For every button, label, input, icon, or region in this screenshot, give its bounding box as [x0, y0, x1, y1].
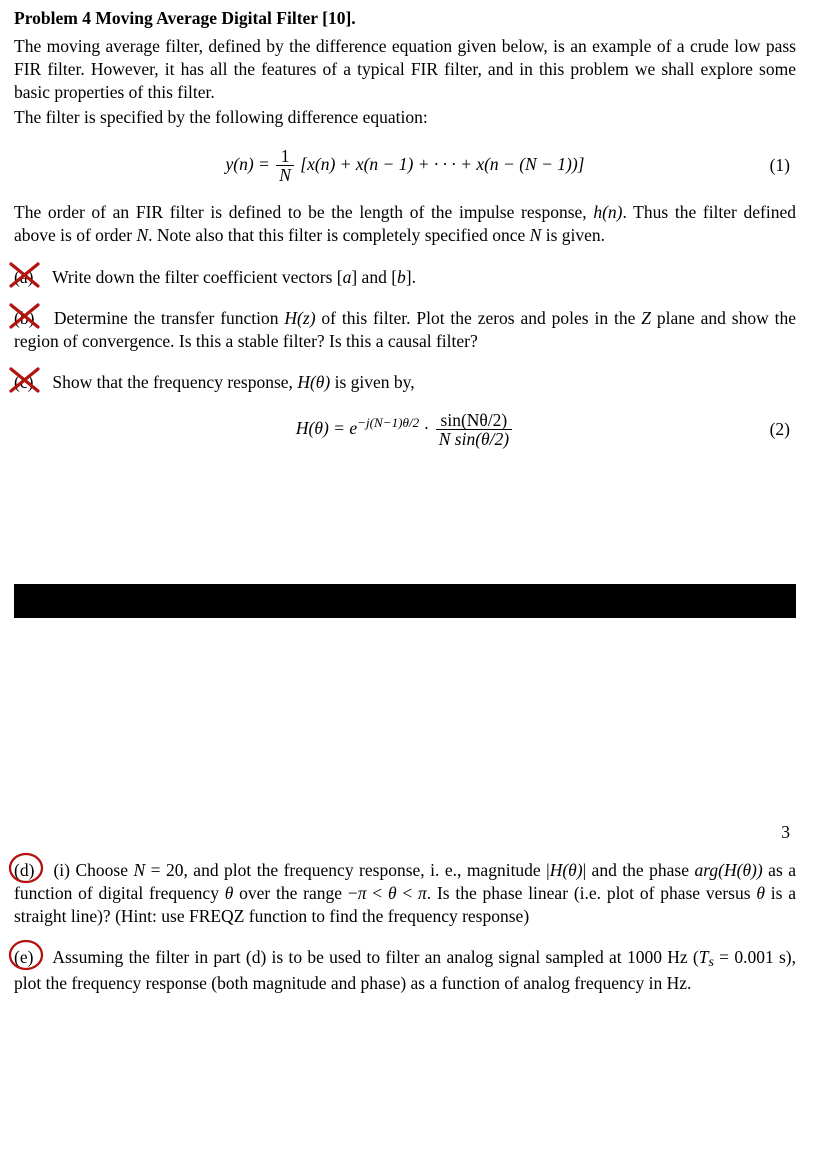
part-d-text1: (i) Choose: [53, 860, 133, 880]
part-a-label: (a): [14, 267, 33, 287]
eq2-dot: ·: [419, 418, 434, 438]
part-a-text1: Write down the filter coefficient vector…: [52, 267, 343, 287]
page-separator: [14, 494, 796, 724]
equation-1: y(n) = 1 N [x(n) + x(n − 1) + · · · + x(…: [14, 141, 796, 189]
eq2-exp: −j(N−1)θ/2: [357, 415, 419, 430]
part-b-hz: H(z): [284, 308, 315, 328]
equation-2: H(θ) = e−j(N−1)θ/2 · sin(Nθ/2) N sin(θ/2…: [14, 406, 796, 454]
eq1-number: (1): [770, 155, 790, 176]
part-d-text6: <: [367, 883, 388, 903]
part-e-ts: T: [699, 947, 709, 967]
page-number: 3: [14, 822, 790, 843]
intro-paragraph-1: The moving average filter, defined by th…: [14, 35, 796, 104]
part-d: (d) (i) Choose N = 20, and plot the freq…: [14, 859, 796, 928]
part-d-n: N: [133, 860, 145, 880]
part-d-text3: | and the phase: [583, 860, 695, 880]
part-d-text2: = 20, and plot the frequency response, i…: [145, 860, 550, 880]
part-b-z: Z: [641, 308, 651, 328]
order-hn: h(n): [593, 202, 622, 222]
part-d-label: (d): [14, 860, 34, 880]
part-a: (a) Write down the filter coefficient ve…: [14, 266, 796, 289]
part-d-pi1: π: [358, 883, 367, 903]
part-b: (b) Determine the transfer function H(z)…: [14, 307, 796, 353]
order-text-3: . Note also that this filter is complete…: [148, 225, 530, 245]
part-d-theta3: θ: [756, 883, 765, 903]
black-bar: [14, 584, 796, 618]
order-n2: N: [530, 225, 542, 245]
part-c-label: (c): [14, 372, 33, 392]
part-b-text1: Determine the transfer function: [54, 308, 285, 328]
part-c-text2: is given by,: [330, 372, 414, 392]
part-b-text2: of this filter. Plot the zeros and poles…: [316, 308, 642, 328]
part-d-arg: arg(H(θ)): [694, 860, 762, 880]
part-d-theta2: θ: [388, 883, 397, 903]
eq1-frac-den: N: [276, 166, 294, 184]
part-d-text5: over the range −: [233, 883, 357, 903]
part-c: (c) Show that the frequency response, H(…: [14, 371, 796, 394]
eq1-frac-num: 1: [276, 147, 294, 166]
eq2-frac-num: sin(Nθ/2): [436, 411, 512, 430]
part-a-text3: ].: [406, 267, 416, 287]
order-paragraph: The order of an FIR filter is defined to…: [14, 201, 796, 247]
eq1-rhs: [x(n) + x(n − 1) + · · · + x(n − (N − 1)…: [300, 153, 584, 173]
part-d-pi2: π: [418, 883, 427, 903]
part-e-label: (e): [14, 947, 33, 967]
part-e: (e) Assuming the filter in part (d) is t…: [14, 946, 796, 995]
order-text-4: is given.: [541, 225, 605, 245]
part-a-text2: ] and [: [351, 267, 397, 287]
part-d-htheta: H(θ): [550, 860, 583, 880]
part-d-text8: . Is the phase linear (i.e. plot of phas…: [427, 883, 757, 903]
eq2-lhs: H(θ) = e: [296, 418, 357, 438]
part-e-text1: Assuming the filter in part (d) is to be…: [52, 947, 698, 967]
order-text-1: The order of an FIR filter is defined to…: [14, 202, 593, 222]
part-b-label: (b): [14, 308, 34, 328]
eq2-number: (2): [770, 419, 790, 440]
order-n1: N: [136, 225, 148, 245]
problem-title: Problem 4 Moving Average Digital Filter …: [14, 8, 796, 29]
part-d-text7: <: [397, 883, 418, 903]
eq1-lhs: y(n) =: [226, 153, 275, 173]
part-c-htheta: H(θ): [297, 372, 330, 392]
part-a-b: b: [397, 267, 406, 287]
part-c-text1: Show that the frequency response,: [52, 372, 297, 392]
intro-paragraph-2: The filter is specified by the following…: [14, 106, 796, 129]
eq2-frac-den: N sin(θ/2): [436, 430, 512, 448]
